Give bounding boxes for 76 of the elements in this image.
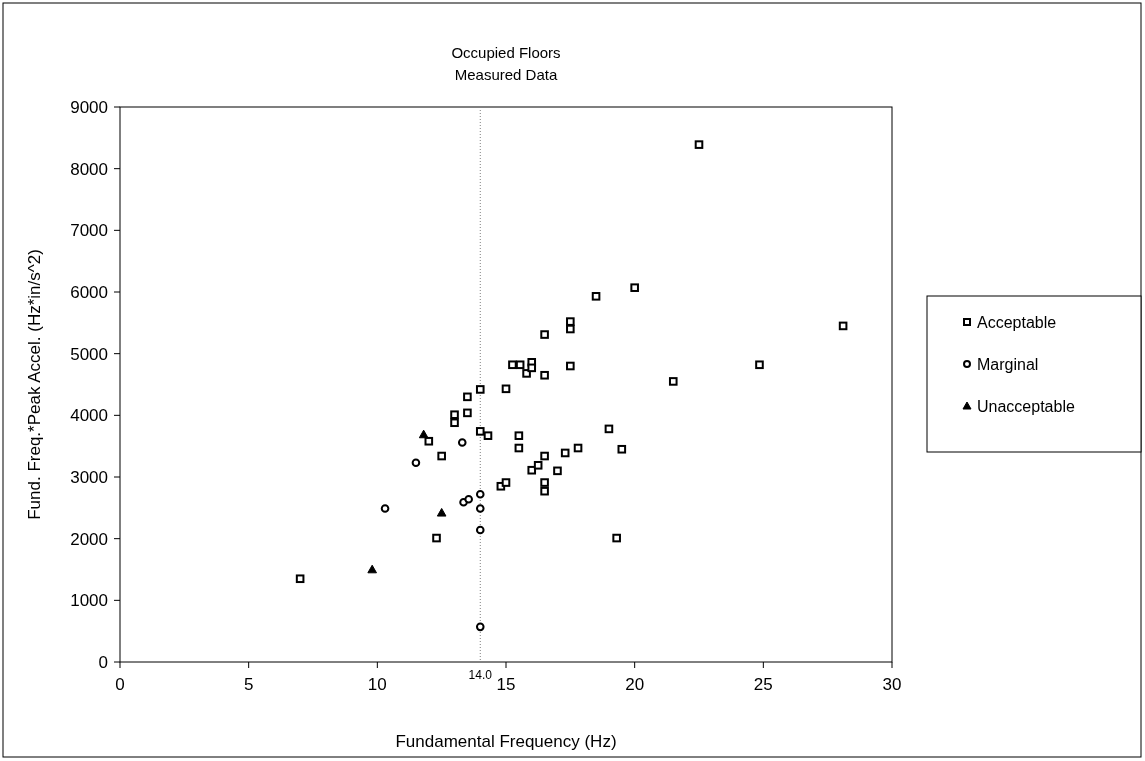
y-tick-label: 0 <box>98 653 108 672</box>
point <box>475 504 485 513</box>
point <box>540 478 549 487</box>
point <box>450 418 459 428</box>
point <box>475 622 485 632</box>
y-tick-label: 7000 <box>70 221 108 241</box>
x-tick-label: 25 <box>753 675 773 694</box>
x-tick-label: 20 <box>625 675 645 694</box>
point <box>591 292 601 301</box>
ref-line-label: 14.0 <box>468 668 493 682</box>
x-tick-label: 15 <box>496 675 516 694</box>
point <box>694 140 704 149</box>
point <box>838 321 848 331</box>
x-tick-label: 5 <box>243 675 254 694</box>
point <box>436 507 447 517</box>
point <box>514 431 524 440</box>
chart-title: Occupied Floors <box>451 44 561 61</box>
point <box>475 489 485 499</box>
point <box>527 465 537 475</box>
point <box>457 438 467 447</box>
x-axis-title: Fundamental Frequency (Hz) <box>395 732 617 751</box>
point <box>463 408 472 418</box>
point <box>668 377 678 386</box>
y-tick-label: 6000 <box>70 283 108 302</box>
y-tick-label: 9000 <box>70 98 108 117</box>
point <box>437 451 446 461</box>
y-tick-label: 1000 <box>70 591 108 611</box>
point <box>540 370 549 380</box>
y-tick-label: 5000 <box>70 344 108 364</box>
y-tick-label: 8000 <box>70 159 108 179</box>
point <box>566 317 575 326</box>
point <box>553 466 562 476</box>
point <box>573 443 583 453</box>
point <box>463 392 472 402</box>
point <box>432 533 441 543</box>
y-tick-label: 4000 <box>70 406 108 426</box>
legend-label: Marginal <box>977 356 1039 373</box>
point <box>527 363 537 373</box>
point <box>515 360 525 370</box>
point <box>617 444 627 454</box>
point <box>501 384 511 394</box>
y-tick-label: 3000 <box>70 468 108 487</box>
point <box>560 448 570 458</box>
point <box>380 504 390 513</box>
y-tick-label: 2000 <box>70 529 108 549</box>
point <box>566 324 575 334</box>
point <box>475 525 485 535</box>
point <box>475 427 485 436</box>
point <box>483 431 493 440</box>
chart-subtitle: Measured Data <box>454 66 558 83</box>
point <box>295 574 305 584</box>
x-tick-label: 0 <box>115 675 125 694</box>
point <box>367 564 377 574</box>
point <box>418 429 429 439</box>
point <box>755 360 764 370</box>
point <box>630 283 639 292</box>
x-tick-label: 10 <box>367 675 387 694</box>
legend-label: Unacceptable <box>977 398 1075 415</box>
point <box>475 385 485 394</box>
point <box>464 494 473 504</box>
point <box>540 451 549 461</box>
point <box>540 486 549 496</box>
point <box>508 360 517 370</box>
point <box>540 330 549 339</box>
point <box>566 361 575 371</box>
point <box>450 410 459 420</box>
point <box>501 478 511 487</box>
point <box>424 436 434 446</box>
point <box>612 533 621 543</box>
point <box>411 458 421 468</box>
point <box>514 443 524 453</box>
y-axis-title: Fund. Freq.*Peak Accel. (Hz*in/s^2) <box>25 249 44 520</box>
x-tick-label: 30 <box>882 675 902 694</box>
legend-label: Acceptable <box>977 314 1057 331</box>
point <box>533 460 543 470</box>
point <box>604 424 614 434</box>
